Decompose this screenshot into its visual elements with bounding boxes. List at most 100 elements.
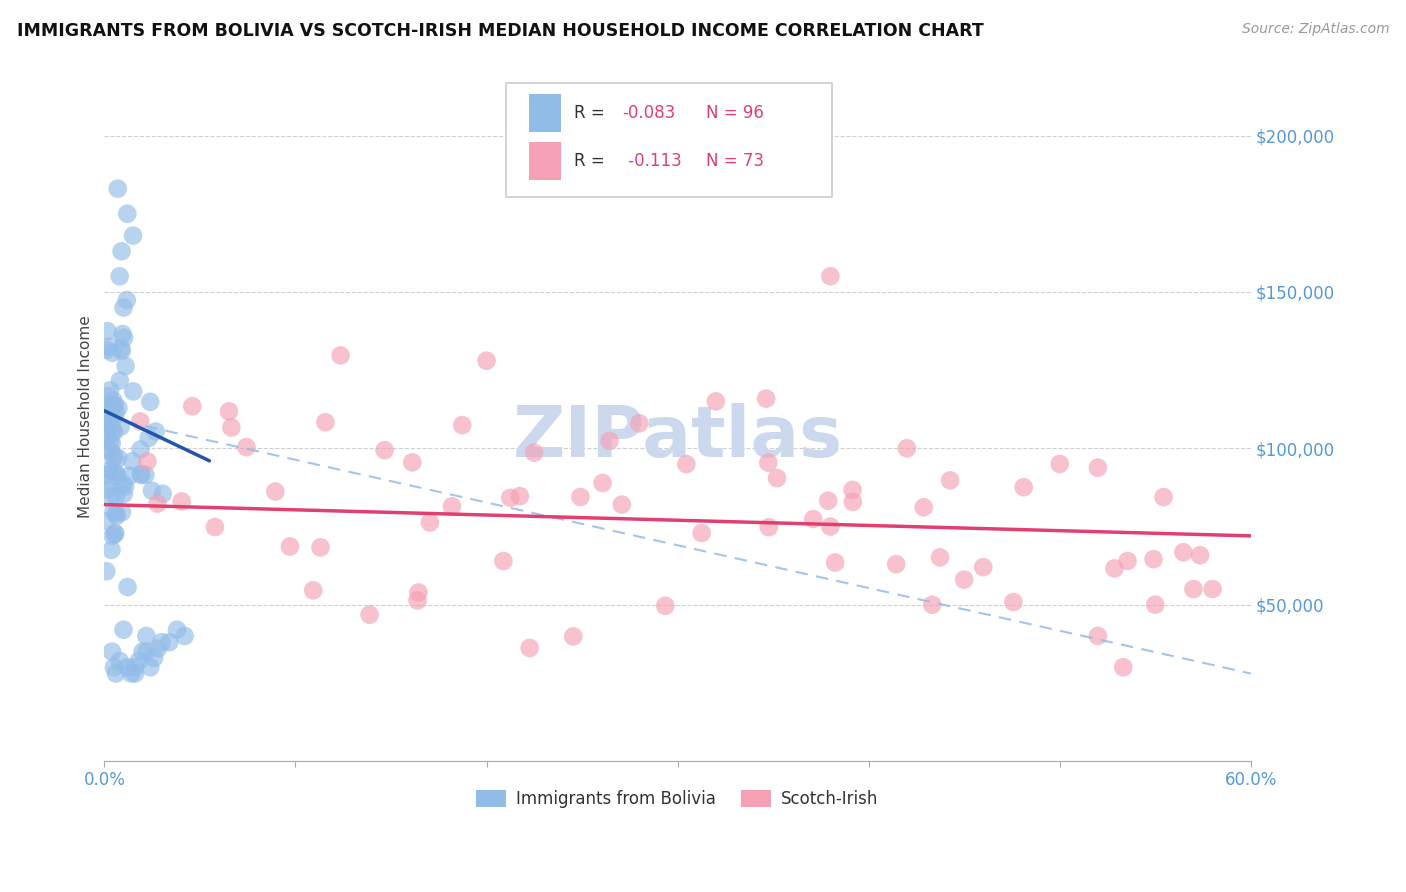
Point: [105, 469, 128, 483]
Point: [104, 398, 127, 412]
Point: [820, 519, 842, 533]
Point: [419, 516, 441, 530]
Point: [101, 464, 124, 478]
Point: [114, 480, 136, 494]
Point: [98, 463, 121, 477]
Point: [129, 414, 152, 428]
Point: [101, 529, 124, 543]
Point: [105, 507, 128, 521]
Y-axis label: Median Household Income: Median Household Income: [79, 316, 93, 518]
Point: [221, 420, 243, 434]
Point: [117, 207, 139, 221]
Point: [1116, 554, 1139, 568]
Point: [122, 228, 145, 243]
Point: [129, 467, 152, 482]
Point: [98, 340, 121, 354]
Text: R =: R =: [575, 152, 610, 169]
Point: [104, 666, 127, 681]
Point: [122, 384, 145, 399]
Point: [654, 599, 676, 613]
Point: [884, 557, 907, 571]
Point: [758, 520, 780, 534]
Point: [107, 450, 129, 465]
Point: [841, 483, 863, 497]
Point: [104, 406, 127, 420]
Point: [112, 623, 135, 637]
Point: [1173, 545, 1195, 559]
Point: [972, 560, 994, 574]
Point: [1112, 660, 1135, 674]
Point: [1087, 460, 1109, 475]
Point: [103, 504, 125, 518]
Point: [103, 425, 125, 439]
Point: [111, 505, 134, 519]
Point: [136, 454, 159, 468]
Point: [141, 483, 163, 498]
Point: [134, 467, 156, 482]
Text: R =: R =: [575, 103, 610, 121]
Point: [139, 660, 162, 674]
Text: IMMIGRANTS FROM BOLIVIA VS SCOTCH-IRISH MEDIAN HOUSEHOLD INCOME CORRELATION CHAR: IMMIGRANTS FROM BOLIVIA VS SCOTCH-IRISH …: [17, 22, 984, 40]
Point: [173, 629, 195, 643]
Point: [1189, 549, 1212, 563]
Point: [128, 654, 150, 668]
Point: [755, 392, 778, 406]
Point: [408, 585, 430, 599]
Text: N = 73: N = 73: [706, 152, 765, 169]
Point: [569, 490, 592, 504]
Point: [152, 487, 174, 501]
Point: [1002, 595, 1025, 609]
Point: [98, 434, 121, 449]
Point: [129, 467, 152, 481]
Point: [139, 394, 162, 409]
Point: [675, 457, 697, 471]
Point: [921, 598, 943, 612]
Point: [451, 418, 474, 433]
Point: [111, 326, 134, 341]
Point: [704, 394, 727, 409]
Point: [401, 455, 423, 469]
Point: [146, 641, 169, 656]
Point: [519, 640, 541, 655]
Point: [103, 660, 125, 674]
Legend: Immigrants from Bolivia, Scotch-Irish: Immigrants from Bolivia, Scotch-Irish: [470, 783, 886, 814]
Point: [842, 495, 865, 509]
Point: [690, 525, 713, 540]
Point: [1153, 490, 1175, 504]
Point: [105, 508, 128, 523]
Point: [114, 359, 136, 373]
Point: [146, 497, 169, 511]
Point: [801, 512, 824, 526]
Point: [118, 469, 141, 483]
Point: [117, 580, 139, 594]
Point: [100, 417, 122, 432]
Point: [523, 445, 546, 459]
Point: [96, 398, 118, 412]
Text: ZIPatlas: ZIPatlas: [513, 403, 842, 472]
Point: [112, 487, 135, 501]
Point: [131, 645, 153, 659]
Point: [1201, 582, 1223, 596]
Point: [104, 466, 127, 480]
Point: [359, 607, 381, 622]
Point: [101, 346, 124, 360]
Text: -0.083: -0.083: [623, 103, 676, 121]
Point: [100, 543, 122, 558]
Text: N = 96: N = 96: [706, 103, 763, 121]
Point: [98, 475, 121, 490]
FancyBboxPatch shape: [529, 94, 561, 131]
Point: [96, 483, 118, 497]
Point: [912, 500, 935, 515]
Point: [1087, 629, 1109, 643]
Point: [96, 343, 118, 357]
Point: [112, 331, 135, 345]
Point: [120, 666, 142, 681]
Point: [96, 324, 118, 338]
Point: [111, 343, 134, 358]
Point: [129, 442, 152, 457]
Point: [756, 456, 779, 470]
Point: [96, 467, 118, 482]
Point: [406, 593, 429, 607]
Point: [278, 540, 301, 554]
Point: [302, 583, 325, 598]
